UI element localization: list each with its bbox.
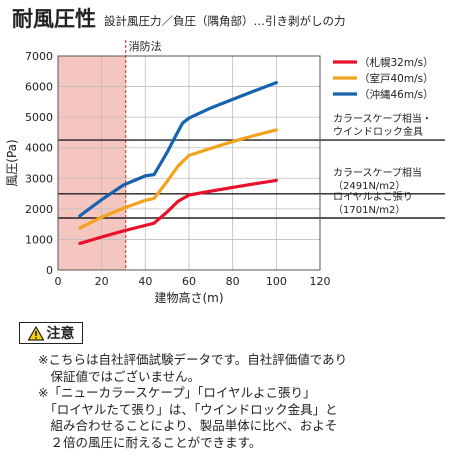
- reference-line-label: （2491N/m2）: [333, 180, 405, 192]
- y-tick-label: 7000: [25, 50, 53, 63]
- reference-line-label: ウインドロック金具: [333, 125, 423, 138]
- note-line: 組み合わせることにより、製品単体に比べ、およそ: [38, 418, 338, 433]
- page-subtitle: 設計風圧力／負圧（隅角部）…引き剥がしの力: [104, 14, 346, 28]
- note-line: ※「ニューカラースケープ」「ロイヤルよこ張り」: [38, 385, 316, 400]
- x-tick-label: 120: [310, 275, 331, 288]
- x-tick-label: 80: [226, 275, 240, 288]
- reference-line-label: （1701N/m2）: [333, 204, 405, 216]
- page-title: 耐風圧性: [12, 7, 96, 31]
- regulation-label: 消防法: [129, 39, 162, 53]
- x-tick-label: 100: [266, 275, 287, 288]
- series-line: [78, 178, 278, 246]
- legend-label: （室戸40m/s）: [359, 72, 434, 85]
- caution-label: 注意: [46, 326, 75, 342]
- x-tick-label: 40: [138, 275, 152, 288]
- series-line: [78, 80, 278, 218]
- x-tick-label: 20: [95, 275, 109, 288]
- legend-label: （札幌32m/s）: [359, 56, 434, 69]
- reference-line-label: カラースケープ相当・: [333, 112, 432, 125]
- wind-pressure-chart: 耐風圧性 設計風圧力／負圧（隅角部）…引き剥がしの力 消防法カラースケープ相当・…: [5, 7, 445, 305]
- caution-badge: 注意: [19, 322, 83, 344]
- x-tick-label: 60: [182, 275, 196, 288]
- legend-label: （沖縄46m/s）: [359, 88, 434, 101]
- y-axis-title: 風圧(Pa): [5, 139, 19, 186]
- y-tick-label: 4000: [25, 142, 53, 155]
- y-tick-label: 3000: [25, 172, 53, 185]
- regulation-region: [58, 56, 126, 270]
- y-tick-label: 5000: [25, 111, 53, 124]
- note-line: ※こちらは自社評価試験データです。自社評価値であり: [38, 352, 348, 367]
- notes: ※こちらは自社評価試験データです。自社評価値であり 保証値ではございません。 ※…: [38, 352, 438, 451]
- plot-frame: [57, 55, 321, 271]
- note-line: 「ロイヤルたて張り」は、「ウインドロック金具」と: [38, 401, 338, 417]
- series-line: [78, 128, 278, 230]
- x-axis-title: 建物高さ(m): [154, 290, 223, 305]
- reference-line-label: ロイヤルよこ張り: [333, 191, 413, 203]
- plot-area: 消防法カラースケープ相当・ウインドロック金具カラースケープ相当（2491N/m2…: [5, 39, 445, 305]
- y-tick-label: 6000: [25, 81, 53, 94]
- y-tick-label: 1000: [25, 233, 53, 246]
- reference-line-label: カラースケープ相当: [333, 166, 422, 179]
- y-tick-label: 0: [46, 264, 53, 277]
- y-tick-label: 2000: [25, 203, 53, 216]
- warning-icon: [26, 325, 45, 341]
- x-tick-label: 0: [55, 275, 62, 288]
- note-line: 保証値ではございません。: [38, 368, 201, 384]
- note-line: ２倍の風圧に耐えることができます。: [38, 434, 262, 450]
